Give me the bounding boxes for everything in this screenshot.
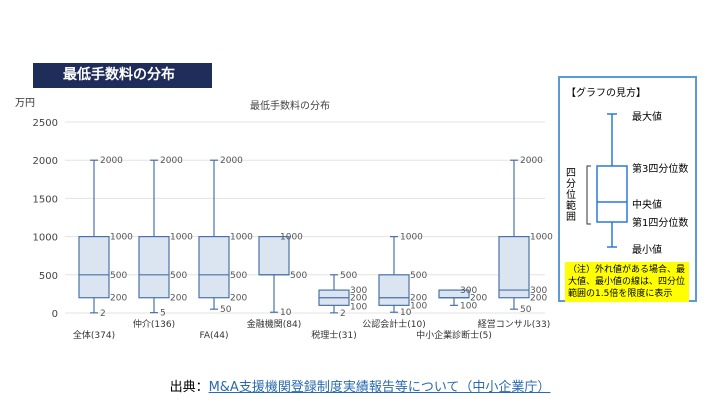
slide-title: 最低手数料の分布	[33, 63, 212, 88]
data-label: 5	[160, 309, 166, 319]
data-label: 500	[110, 271, 127, 281]
data-label: 1000	[530, 233, 553, 243]
y-tick-label: 0	[52, 309, 58, 320]
source-prefix: 出典：	[169, 380, 209, 395]
legend-q1: 第1四分位数	[632, 218, 689, 229]
x-category-label: 仲介(136)	[133, 318, 175, 330]
data-label: 500	[170, 271, 187, 281]
data-label: 2000	[100, 156, 123, 166]
legend-box-diagram	[586, 113, 628, 248]
data-label: 1000	[280, 233, 303, 243]
data-label: 1000	[110, 233, 133, 243]
data-label: 10	[280, 308, 292, 318]
data-label: 300	[460, 286, 477, 296]
data-label: 2	[100, 309, 106, 319]
x-category-label: 公認会計士(10)	[362, 318, 425, 330]
data-label: 1000	[230, 233, 253, 243]
data-label: 500	[410, 271, 427, 281]
legend-title: 【グラフの見方】	[566, 88, 646, 99]
x-category-label: 税理士(31)	[311, 329, 356, 341]
source-link[interactable]: M&A支援機関登録制度実績報告等について（中小企業庁）	[208, 380, 551, 395]
data-label: 2	[340, 309, 346, 319]
data-label: 50	[220, 305, 232, 315]
data-label: 100	[410, 301, 427, 311]
x-category-label: FA(44)	[200, 331, 229, 341]
data-label: 200	[530, 294, 547, 304]
data-label: 100	[460, 301, 477, 311]
legend-median: 中央値	[632, 200, 662, 211]
data-label: 200	[410, 294, 427, 304]
legend-box: 【グラフの見方】 最大値 第3四分位数 中央値 第1四分位数 最小値 四分位範囲…	[558, 76, 697, 302]
y-axis-unit: 万円	[15, 98, 35, 109]
data-label: 500	[230, 271, 247, 281]
y-tick-label: 500	[39, 271, 58, 282]
legend-note: （注）外れ値がある場合、最大値、最小値の線は、四分位範囲の1.5倍を限度に表示	[565, 262, 689, 302]
box	[138, 236, 170, 299]
x-category-label: 経営コンサル(33)	[478, 318, 550, 330]
data-label: 10	[400, 308, 412, 318]
box	[198, 236, 230, 299]
data-label: 2000	[220, 156, 243, 166]
legend-iqr: 四分位範囲	[566, 168, 576, 223]
y-tick-label: 2000	[33, 156, 58, 167]
data-label: 500	[290, 271, 307, 281]
data-label: 300	[530, 286, 547, 296]
x-category-label: 中小企業診断士(5)	[416, 329, 492, 341]
legend-q3: 第3四分位数	[632, 164, 689, 175]
legend-max: 最大値	[632, 112, 662, 123]
box	[378, 274, 410, 306]
data-label: 200	[470, 294, 487, 304]
y-tick-label: 1000	[33, 233, 58, 244]
data-label: 500	[340, 271, 357, 281]
legend-min: 最小値	[632, 245, 662, 256]
box	[258, 236, 290, 276]
box	[78, 236, 110, 299]
data-label: 200	[230, 294, 247, 304]
data-label: 50	[520, 305, 532, 315]
data-label: 2000	[160, 156, 183, 166]
y-tick-label: 2500	[33, 118, 58, 129]
x-category-label: 金融機関(84)	[247, 318, 301, 330]
data-label: 200	[170, 294, 187, 304]
data-label: 200	[350, 294, 367, 304]
source-line: 出典：M&A支援機関登録制度実績報告等について（中小企業庁）	[0, 376, 720, 395]
box	[498, 236, 530, 299]
data-label: 200	[110, 294, 127, 304]
data-label: 300	[350, 286, 367, 296]
chart-title: 最低手数料の分布	[250, 99, 330, 112]
x-category-label: 全体(374)	[73, 329, 115, 341]
data-label: 1000	[400, 233, 423, 243]
y-tick-label: 1500	[33, 194, 58, 205]
data-label: 1000	[170, 233, 193, 243]
data-label: 2000	[520, 156, 543, 166]
data-label: 100	[350, 302, 367, 312]
